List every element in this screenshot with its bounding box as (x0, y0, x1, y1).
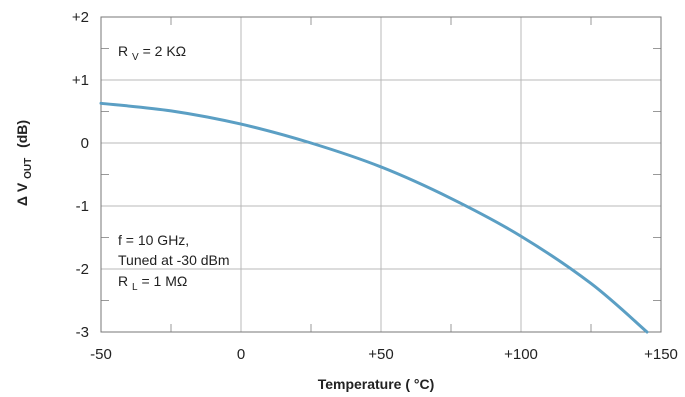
y-tick-label: +1 (72, 72, 89, 89)
annotation-rv-rest: = 2 KΩ (143, 43, 187, 59)
y-axis-title-sub: OUT (23, 158, 34, 179)
x-tick-label: +50 (368, 346, 393, 363)
annotation-rv-main: R (118, 43, 128, 59)
x-tick-labels: -50 0 +50 +100 +150 (90, 346, 678, 363)
annotation-rl-rest: = 1 MΩ (141, 273, 187, 289)
y-tick-label: -3 (76, 324, 89, 341)
y-tick-label: +2 (72, 9, 89, 26)
y-tick-labels: +2 +1 0 -1 -2 -3 (72, 9, 89, 341)
grid (101, 17, 661, 332)
y-tick-label: -1 (76, 198, 89, 215)
annotation-frequency: f = 10 GHz, (118, 232, 189, 248)
annotation-rv-sub: V (132, 52, 139, 63)
y-tick-label: -2 (76, 261, 89, 278)
y-axis-title-suffix: (dB) (14, 120, 30, 148)
series-line (99, 101, 649, 334)
minor-ticks (101, 17, 661, 332)
annotation-rv: R V = 2 KΩ (118, 43, 186, 63)
x-tick-label: -50 (90, 346, 112, 363)
annotation-rl-main: R (118, 273, 128, 289)
x-tick-label: 0 (237, 346, 245, 363)
y-axis-title: Δ V OUT (dB) (14, 120, 34, 206)
series-group (99, 101, 649, 334)
y-tick-label: 0 (81, 135, 89, 152)
x-tick-label: +100 (504, 346, 538, 363)
x-axis-title: Temperature ( °C) (318, 376, 435, 392)
plot-frame (100, 16, 662, 333)
annotation-rl: R L = 1 MΩ (118, 273, 187, 293)
x-tick-label: +150 (644, 346, 678, 363)
annotation-rl-sub: L (132, 282, 138, 293)
y-axis-title-prefix: Δ V (14, 182, 30, 206)
annotation-tuning: Tuned at -30 dBm (118, 252, 230, 268)
